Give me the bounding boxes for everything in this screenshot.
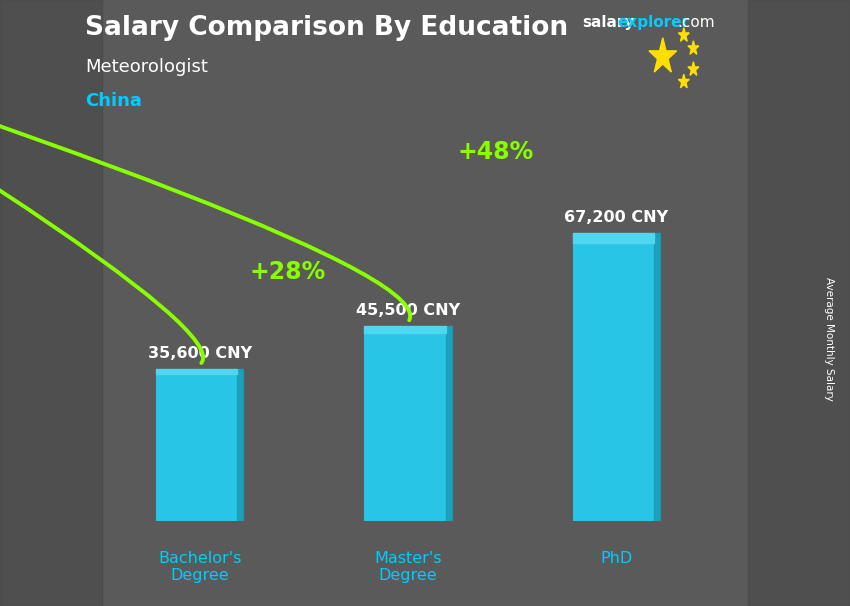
Bar	[156, 368, 237, 374]
Text: 35,600 CNY: 35,600 CNY	[148, 346, 252, 361]
Bar	[0, 0, 102, 606]
Polygon shape	[688, 62, 699, 75]
Text: Master's
Degree: Master's Degree	[374, 551, 442, 584]
Text: 67,200 CNY: 67,200 CNY	[564, 210, 668, 225]
Text: salary: salary	[582, 15, 635, 30]
Bar	[237, 368, 243, 521]
Text: explorer: explorer	[617, 15, 689, 30]
Text: .com: .com	[677, 15, 715, 30]
Bar	[156, 368, 243, 521]
Text: +48%: +48%	[457, 141, 534, 164]
Bar	[573, 233, 654, 243]
Text: China: China	[85, 92, 142, 110]
Bar	[654, 233, 660, 521]
Bar	[365, 326, 451, 521]
Polygon shape	[649, 38, 677, 72]
Polygon shape	[678, 75, 689, 88]
Text: Meteorologist: Meteorologist	[85, 58, 208, 76]
Bar	[365, 326, 445, 333]
Text: Bachelor's
Degree: Bachelor's Degree	[158, 551, 241, 584]
Polygon shape	[678, 28, 689, 41]
Text: PhD: PhD	[600, 551, 632, 566]
Bar	[445, 326, 451, 521]
Text: 45,500 CNY: 45,500 CNY	[356, 304, 460, 318]
Polygon shape	[688, 41, 699, 55]
Text: Average Monthly Salary: Average Monthly Salary	[824, 278, 834, 401]
Bar	[573, 233, 660, 521]
Bar	[748, 0, 850, 606]
Text: Salary Comparison By Education: Salary Comparison By Education	[85, 15, 568, 41]
Text: +28%: +28%	[249, 259, 326, 284]
